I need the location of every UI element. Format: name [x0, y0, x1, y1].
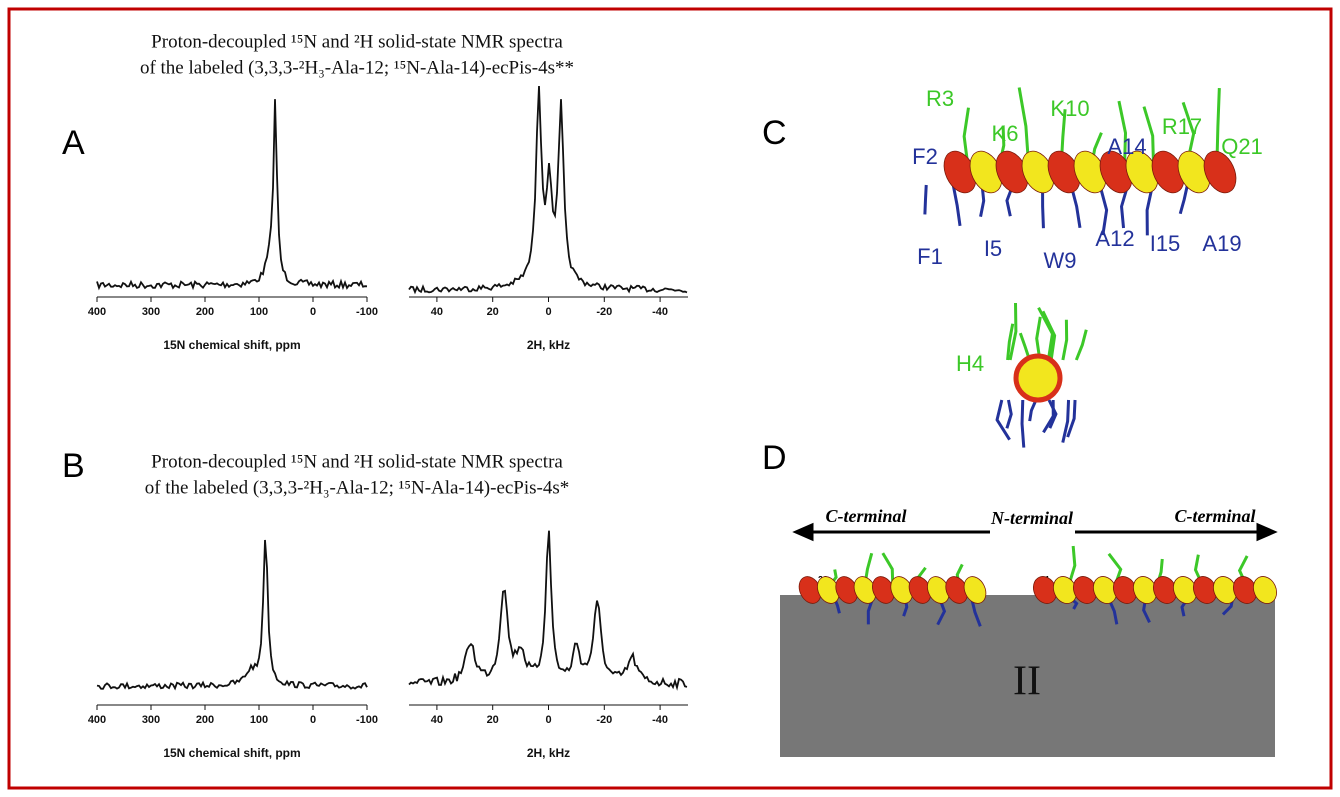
arrows: [792, 522, 1278, 542]
side-chain: [1018, 332, 1031, 361]
x-axis-label: 2H, kHz: [527, 746, 570, 760]
x-tick-label: -40: [652, 714, 668, 726]
side-chain: [1005, 399, 1013, 429]
x-axis-label: 2H, kHz: [527, 338, 570, 352]
side-chain: [970, 597, 982, 627]
residue-label: A14: [1107, 134, 1146, 159]
side-chain: [1042, 399, 1055, 434]
x-tick-label: 40: [431, 306, 443, 318]
region-label: C-terminal: [825, 506, 906, 526]
phase-label: II: [1013, 659, 1041, 705]
residue-label: R3: [926, 86, 954, 111]
x-tick-label: 40: [431, 714, 443, 726]
x-tick-label: 20: [487, 714, 499, 726]
x-tick-label: -20: [596, 306, 612, 318]
x-tick-label: 400: [88, 306, 106, 318]
x-tick-label: 200: [196, 714, 214, 726]
x-tick-label: -40: [652, 306, 668, 318]
residue-label: R17: [1162, 114, 1202, 139]
x-tick-label: 0: [545, 306, 551, 318]
side-chain: [1008, 302, 1018, 361]
x-tick-label: 200: [196, 306, 214, 318]
residue-label: H4: [956, 351, 984, 376]
x-tick-label: -100: [356, 714, 378, 726]
side-chain: [1061, 319, 1069, 361]
side-chain: [962, 107, 970, 166]
panel-title: Proton-decoupled ¹⁵N and ²H solid-state …: [151, 31, 563, 52]
helix-art: [798, 87, 1277, 627]
helix-top: [1013, 353, 1063, 403]
side-chain: [995, 399, 1011, 441]
spectrum: [408, 530, 688, 691]
side-chain: [1066, 399, 1077, 438]
residue-label: I15: [1150, 231, 1181, 256]
helix-turn: [1203, 150, 1237, 194]
x-tick-label: -100: [356, 306, 378, 318]
residue-label: K6: [992, 121, 1019, 146]
panel-label: C: [762, 114, 787, 152]
residue-label: K10: [1050, 96, 1089, 121]
panel-label: B: [62, 447, 85, 485]
helix-turn: [1253, 576, 1277, 604]
side-chain: [1047, 399, 1058, 429]
side-chain: [1142, 106, 1156, 166]
panel-label: A: [62, 124, 85, 162]
side-chain: [1020, 399, 1026, 448]
region-label: N-terminal: [990, 508, 1073, 528]
side-chain: [1067, 545, 1077, 586]
side-chain: [1145, 184, 1154, 236]
x-tick-label: 100: [250, 306, 268, 318]
x-tick-label: -20: [596, 714, 612, 726]
panel-label: D: [762, 439, 787, 477]
side-chain: [923, 184, 928, 215]
side-chain: [1061, 399, 1071, 443]
residue-label: I5: [984, 236, 1002, 261]
membrane: [780, 595, 1275, 757]
spectrum: [408, 85, 688, 295]
residue-label: F2: [912, 144, 938, 169]
residue-label: W9: [1044, 248, 1077, 273]
x-tick-label: 300: [142, 306, 160, 318]
spectrum: [96, 99, 368, 291]
side-chain: [1117, 100, 1128, 166]
side-chain: [951, 184, 962, 227]
x-axis-label: 15N chemical shift, ppm: [163, 338, 300, 352]
residue-label: F1: [917, 244, 943, 269]
side-chain: [1074, 329, 1088, 361]
residue-label: Q21: [1221, 134, 1263, 159]
residue-label: A19: [1202, 231, 1241, 256]
side-chain: [1035, 316, 1042, 361]
side-chain: [1041, 310, 1057, 361]
panel-title: of the labeled (3,3,3-²H₃-Ala-12; ¹⁵N-Al…: [145, 477, 570, 498]
x-tick-label: 20: [487, 306, 499, 318]
x-tick-label: 300: [142, 714, 160, 726]
x-tick-label: 400: [88, 714, 106, 726]
side-chain: [1006, 323, 1015, 361]
side-chain: [1017, 87, 1031, 166]
residue-label: A12: [1095, 226, 1134, 251]
side-chain: [1178, 184, 1189, 215]
panel-title: of the labeled (3,3,3-²H₃-Ala-12; ¹⁵N-Al…: [140, 57, 574, 78]
x-tick-label: 0: [545, 714, 551, 726]
side-chain: [1028, 399, 1038, 422]
x-tick-label: 0: [310, 306, 316, 318]
helix-turn: [963, 576, 987, 604]
x-tick-label: 100: [250, 714, 268, 726]
x-axis-label: 15N chemical shift, ppm: [163, 746, 300, 760]
x-tick-label: 0: [310, 714, 316, 726]
panel-title: Proton-decoupled ¹⁵N and ²H solid-state …: [151, 451, 563, 472]
side-chain: [1098, 184, 1109, 236]
spectrum: [96, 539, 368, 691]
region-label: C-terminal: [1174, 506, 1255, 526]
